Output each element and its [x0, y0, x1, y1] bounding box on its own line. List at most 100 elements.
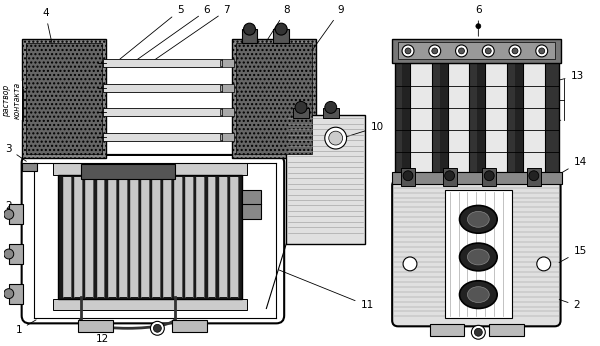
Bar [527, 168, 541, 186]
Circle shape [482, 45, 494, 57]
Bar [85, 177, 94, 297]
Text: 1: 1 [16, 320, 36, 335]
Circle shape [405, 48, 411, 54]
Ellipse shape [460, 281, 497, 309]
Circle shape [537, 257, 551, 271]
Circle shape [4, 249, 14, 259]
Bar [9, 244, 23, 264]
Text: 14: 14 [559, 157, 587, 174]
Bar [443, 168, 457, 186]
Text: 3: 3 [5, 144, 26, 161]
Text: 12: 12 [96, 330, 113, 344]
Circle shape [536, 45, 548, 57]
Bar [78, 320, 113, 332]
Ellipse shape [460, 243, 497, 271]
Circle shape [154, 324, 161, 332]
Bar [103, 84, 222, 92]
Text: 2: 2 [5, 201, 20, 217]
Bar [185, 177, 193, 297]
Bar [130, 177, 138, 297]
Ellipse shape [467, 287, 489, 302]
Bar [53, 299, 247, 310]
Bar [222, 108, 233, 116]
Bar [222, 59, 233, 67]
Bar [103, 108, 222, 116]
Circle shape [244, 23, 256, 35]
Bar [273, 29, 289, 43]
Circle shape [325, 127, 347, 149]
Ellipse shape [467, 211, 489, 227]
Bar [141, 177, 149, 297]
Bar [395, 59, 559, 176]
Circle shape [512, 48, 518, 54]
Text: 4: 4 [42, 8, 55, 56]
Bar [22, 39, 106, 158]
Bar [242, 29, 257, 43]
Bar [58, 175, 242, 299]
Circle shape [484, 171, 494, 181]
Circle shape [472, 325, 485, 339]
Bar [174, 177, 182, 297]
Bar [53, 163, 247, 175]
Bar [293, 108, 309, 118]
Bar [22, 163, 37, 171]
Circle shape [429, 45, 441, 57]
Circle shape [402, 45, 414, 57]
Bar [74, 177, 82, 297]
Bar [208, 177, 215, 297]
Bar [230, 177, 238, 297]
Ellipse shape [460, 206, 497, 233]
Bar [489, 324, 524, 336]
Bar [448, 63, 469, 172]
Bar [220, 109, 232, 115]
Bar [9, 284, 23, 303]
Circle shape [458, 48, 464, 54]
Circle shape [529, 171, 539, 181]
Bar [63, 177, 71, 297]
Text: 7: 7 [150, 5, 230, 63]
Bar [172, 320, 207, 332]
Bar [430, 324, 464, 336]
Bar [220, 60, 232, 66]
Ellipse shape [467, 249, 489, 265]
Text: 2: 2 [559, 300, 580, 310]
Bar [236, 43, 312, 154]
Bar [163, 177, 171, 297]
Circle shape [475, 328, 482, 336]
Circle shape [403, 171, 413, 181]
Text: 9: 9 [308, 5, 344, 57]
Text: 8: 8 [267, 5, 289, 40]
Circle shape [4, 289, 14, 299]
Text: 6: 6 [135, 5, 210, 61]
Bar [222, 84, 233, 92]
Circle shape [432, 48, 438, 54]
Circle shape [4, 209, 14, 219]
Bar [398, 42, 554, 59]
Bar [523, 63, 545, 172]
Bar [286, 115, 365, 244]
Bar [119, 177, 127, 297]
Circle shape [325, 101, 337, 113]
Bar [81, 164, 175, 179]
Bar [392, 39, 560, 63]
Bar [410, 63, 432, 172]
Bar [515, 63, 523, 172]
Bar [392, 172, 562, 184]
Bar [445, 190, 512, 318]
Bar [220, 134, 232, 140]
Text: 11: 11 [279, 270, 374, 310]
Bar [222, 133, 233, 141]
Circle shape [445, 171, 455, 181]
Bar [242, 190, 262, 219]
Circle shape [403, 257, 417, 271]
Text: 5: 5 [120, 5, 184, 59]
Circle shape [485, 48, 491, 54]
Bar [107, 177, 116, 297]
Bar [220, 85, 232, 91]
Circle shape [476, 24, 481, 29]
Text: раствор
контакта: раствор контакта [2, 82, 22, 119]
Circle shape [275, 23, 287, 35]
Bar [401, 168, 415, 186]
Bar [103, 59, 222, 67]
Circle shape [455, 45, 467, 57]
